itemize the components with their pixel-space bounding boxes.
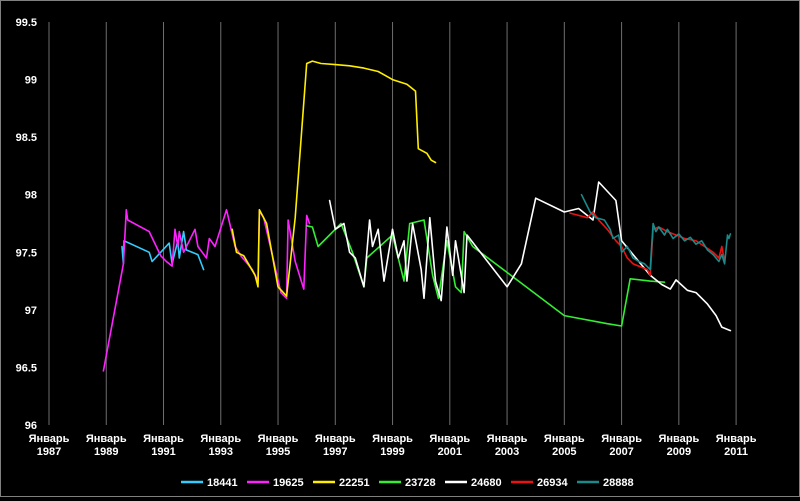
y-tick-label: 96.5 — [16, 362, 37, 374]
x-tick-label: 2003 — [495, 446, 519, 458]
legend-label-24680: 24680 — [471, 477, 502, 489]
x-tick-label: 1993 — [209, 446, 233, 458]
y-tick-label: 96 — [25, 420, 37, 432]
x-tick-label: 1991 — [151, 446, 175, 458]
y-tick-label: 97 — [25, 305, 37, 317]
series-line-28888 — [580, 193, 732, 271]
x-tick-label: 2009 — [667, 446, 691, 458]
legend-label-22251: 22251 — [339, 477, 370, 489]
series-line-22251 — [231, 60, 437, 297]
x-tick-label: 1987 — [37, 446, 61, 458]
x-tick-label: Январь — [143, 433, 184, 445]
y-tick-label: 99.5 — [16, 17, 37, 29]
legend-label-19625: 19625 — [273, 477, 304, 489]
series-line-24680 — [328, 181, 732, 332]
x-tick-label: Январь — [29, 433, 70, 445]
x-tick-label: Январь — [601, 433, 642, 445]
x-tick-label: Январь — [544, 433, 585, 445]
y-tick-label: 99 — [25, 75, 37, 87]
axis-layer: Январь1987Январь1989Январь1991Январь1993… — [16, 17, 757, 458]
y-tick-label: 98.5 — [16, 132, 37, 144]
x-tick-label: Январь — [716, 433, 757, 445]
x-tick-label: Январь — [200, 433, 241, 445]
grid-layer — [48, 22, 737, 425]
x-tick-label: 1989 — [94, 446, 118, 458]
series-line-19625 — [102, 208, 311, 372]
x-tick-label: Январь — [315, 433, 356, 445]
x-tick-label: 2001 — [438, 446, 462, 458]
x-tick-label: Январь — [258, 433, 299, 445]
legend-label-28888: 28888 — [603, 477, 634, 489]
x-tick-label: Январь — [429, 433, 470, 445]
x-tick-label: Январь — [372, 433, 413, 445]
series-layer — [102, 60, 732, 372]
x-tick-label: Январь — [86, 433, 127, 445]
series-line-23728 — [305, 219, 666, 327]
legend-label-23728: 23728 — [405, 477, 436, 489]
x-tick-label: 1995 — [266, 446, 290, 458]
x-tick-label: 1999 — [380, 446, 404, 458]
x-tick-label: 1997 — [323, 446, 347, 458]
x-tick-label: 2007 — [609, 446, 633, 458]
y-tick-label: 98 — [25, 190, 37, 202]
x-tick-label: 2011 — [724, 446, 748, 458]
legend-label-26934: 26934 — [537, 477, 568, 489]
x-tick-label: Январь — [487, 433, 528, 445]
legend-label-18441: 18441 — [207, 477, 238, 489]
x-tick-label: Январь — [658, 433, 699, 445]
x-tick-label: 2005 — [552, 446, 576, 458]
y-tick-label: 97.5 — [16, 247, 37, 259]
legend: 18441 19625 22251 23728 24680 26934 28888 — [181, 477, 634, 489]
